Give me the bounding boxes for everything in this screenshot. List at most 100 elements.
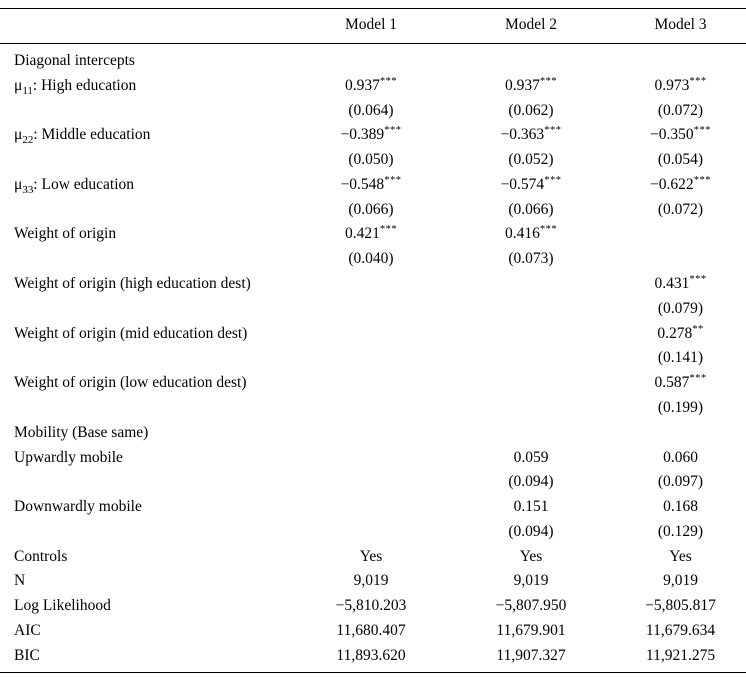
cell-weight-origin-mid-dest-model-1: [295, 321, 447, 346]
cell-weight-of-origin-se-model-2: (0.073): [447, 247, 615, 272]
header-row: Model 1 Model 2 Model 3: [0, 8, 746, 44]
cell-downwardly-mobile-model-1: [295, 495, 447, 520]
cell-diagonal-intercepts-section-model-1: [295, 44, 447, 74]
cell-value: 0.973: [654, 76, 690, 94]
cell-weight-origin-mid-dest-model-2: [447, 321, 615, 346]
cell-value: 9,019: [513, 572, 549, 590]
cell-value: 11,679.901: [496, 621, 566, 639]
cell-value: (0.072): [657, 200, 704, 218]
cell-mu11-high-education-model-3: 0.973***: [615, 73, 746, 98]
cell-weight-origin-low-dest-model-2: [447, 371, 615, 396]
row-downwardly-mobile: Downwardly mobile 0.151 0.168: [0, 495, 746, 520]
cell-mu22-middle-education-model-3: −0.350***: [615, 123, 746, 148]
cell-weight-of-origin-model-1: 0.421***: [295, 222, 447, 247]
row-label-downwardly-mobile-se: [0, 519, 295, 544]
label-text: BIC: [14, 646, 40, 664]
row-bic: BIC 11,893.620 11,907.327 11,921.275: [0, 643, 746, 672]
header-model-1: Model 1: [295, 8, 447, 44]
cell-value: 11,921.275: [645, 646, 716, 664]
regression-table: Model 1 Model 2 Model 3 Diagonal interce…: [0, 8, 746, 673]
row-weight-origin-mid-dest: Weight of origin (mid education dest) 0.2…: [0, 321, 746, 346]
label-text: Downwardly mobile: [14, 498, 142, 516]
significance-stars: ***: [544, 174, 562, 186]
cell-weight-origin-high-dest-model-2: [447, 272, 615, 297]
table-body: Diagonal intercepts μ11: High education 0.…: [0, 44, 746, 673]
cell-value: −0.622: [650, 175, 694, 193]
label-text: Mobility (Base same): [14, 423, 149, 441]
label-text: Weight of origin (mid education dest): [14, 324, 248, 342]
cell-value: 9,019: [353, 572, 389, 590]
cell-value: −0.350: [650, 126, 694, 144]
label-text: Weight of origin: [14, 225, 117, 243]
cell-weight-of-origin-se-model-3: [615, 247, 746, 272]
row-label-weight-origin-high-dest: Weight of origin (high education dest): [0, 272, 295, 297]
row-label-mu33-low-education: μ33: Low education: [0, 173, 295, 198]
cell-n-model-2: 9,019: [447, 569, 615, 594]
cell-mobility-section-model-2: [447, 420, 615, 445]
row-label-n: N: [0, 569, 295, 594]
row-weight-origin-high-dest: Weight of origin (high education dest) 0.…: [0, 272, 746, 297]
cell-weight-origin-low-dest-model-1: [295, 371, 447, 396]
row-weight-of-origin: Weight of origin 0.421*** 0.416***: [0, 222, 746, 247]
row-mu33-se: (0.066) (0.066) (0.072): [0, 197, 746, 222]
label-text: Log Likelihood: [14, 597, 111, 615]
significance-stars: ***: [544, 125, 562, 137]
cell-mu33-low-education-model-3: −0.622***: [615, 173, 746, 198]
cell-n-model-1: 9,019: [295, 569, 447, 594]
significance-stars: ***: [693, 125, 711, 137]
row-mu11-high-education: μ11: High education 0.937*** 0.937*** 0.973…: [0, 73, 746, 98]
cell-controls-model-3: Yes: [615, 544, 746, 569]
row-weight-of-origin-se: (0.040) (0.073): [0, 247, 746, 272]
label-text: AIC: [14, 621, 41, 639]
cell-mu33-low-education-model-2: −0.574***: [447, 173, 615, 198]
label-text: μ: [14, 126, 23, 144]
cell-mu22-se-model-1: (0.050): [295, 148, 447, 173]
row-label-weight-origin-low-dest-se: [0, 396, 295, 421]
cell-mu33-se-model-2: (0.066): [447, 197, 615, 222]
cell-value: Yes: [669, 547, 692, 565]
row-label-weight-origin-mid-dest-se: [0, 346, 295, 371]
row-upwardly-mobile: Upwardly mobile 0.059 0.060: [0, 445, 746, 470]
label-text: μ: [14, 175, 23, 193]
cell-upwardly-mobile-model-1: [295, 445, 447, 470]
row-downwardly-mobile-se: (0.094) (0.129): [0, 519, 746, 544]
cell-mu33-se-model-3: (0.072): [615, 197, 746, 222]
cell-value: (0.141): [657, 349, 704, 367]
cell-value: (0.050): [348, 151, 394, 169]
cell-value: 0.060: [663, 448, 698, 466]
significance-stars: ***: [384, 174, 402, 186]
cell-mu33-low-education-model-1: −0.548***: [295, 173, 447, 198]
label-text: μ: [14, 76, 23, 94]
label-text: Controls: [14, 547, 68, 565]
row-n: N 9,019 9,019 9,019: [0, 569, 746, 594]
cell-mu11-high-education-model-2: 0.937***: [447, 73, 615, 98]
row-label-mu33-se: [0, 197, 295, 222]
significance-stars: **: [692, 323, 704, 335]
cell-bic-model-1: 11,893.620: [295, 643, 447, 672]
cell-value: 0.416: [504, 225, 540, 243]
row-label-controls: Controls: [0, 544, 295, 569]
header-model-2: Model 2: [447, 8, 615, 44]
label-subscript: 22: [22, 134, 34, 147]
label-text: Weight of origin (high education dest): [14, 275, 251, 293]
cell-aic-model-2: 11,679.901: [447, 619, 615, 644]
row-label-aic: AIC: [0, 619, 295, 644]
cell-value: 11,907.327: [496, 646, 566, 664]
cell-controls-model-1: Yes: [295, 544, 447, 569]
cell-weight-origin-low-dest-se-model-2: [447, 396, 615, 421]
cell-value: (0.062): [508, 101, 554, 119]
cell-controls-model-2: Yes: [447, 544, 615, 569]
label-text: : Middle education: [33, 126, 151, 144]
cell-upwardly-mobile-se-model-3: (0.097): [615, 470, 746, 495]
row-weight-origin-low-dest: Weight of origin (low education dest) 0.5…: [0, 371, 746, 396]
label-text: Diagonal intercepts: [14, 52, 135, 69]
cell-value: −0.574: [500, 175, 545, 193]
cell-mu11-se-model-3: (0.072): [615, 98, 746, 123]
cell-weight-of-origin-se-model-1: (0.040): [295, 247, 447, 272]
cell-weight-origin-low-dest-se-model-3: (0.199): [615, 396, 746, 421]
cell-value: (0.073): [508, 250, 554, 268]
cell-value: (0.199): [657, 398, 704, 416]
row-label-upwardly-mobile: Upwardly mobile: [0, 445, 295, 470]
